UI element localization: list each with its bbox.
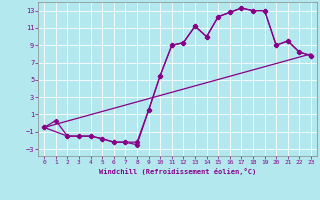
X-axis label: Windchill (Refroidissement éolien,°C): Windchill (Refroidissement éolien,°C): [99, 168, 256, 175]
